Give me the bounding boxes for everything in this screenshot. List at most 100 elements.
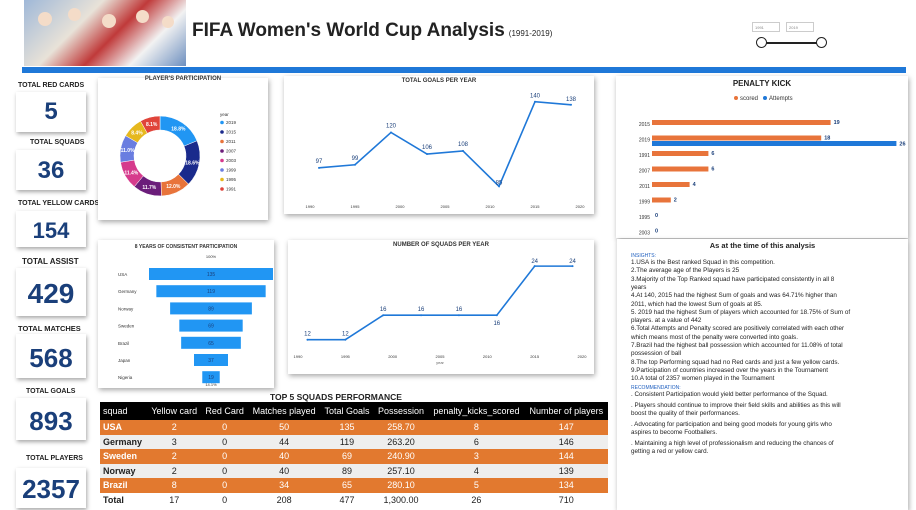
insights-heading: As at the time of this analysis (709, 241, 816, 250)
table-cell: 65 (320, 478, 374, 493)
data-label: 16 (418, 307, 425, 313)
donut-slice-label: 11.0% (121, 148, 135, 154)
slider-end-box[interactable]: 2019 (786, 22, 814, 32)
kpi-value-squads: 36 (37, 157, 65, 184)
table-header-4[interactable]: Total Goals (320, 402, 374, 420)
penalty-category-label: 2015 (639, 122, 650, 128)
donut-legend-item: 1995 (226, 177, 237, 182)
table-cell: Sweden (100, 449, 148, 464)
donut-legend-marker (220, 187, 224, 191)
data-label: 106 (422, 145, 433, 151)
data-label: 12 (342, 332, 349, 338)
line-point (426, 153, 428, 155)
penalty-scored-label: 6 (711, 151, 714, 157)
penalty-scored-label: 6 (711, 167, 714, 173)
table-cell: 0 (201, 463, 248, 478)
data-label: 99 (352, 156, 359, 162)
data-label: 138 (566, 97, 577, 103)
funnel-value-label: 69 (208, 324, 214, 330)
funnel-category-label: Germany (118, 289, 137, 294)
header-banner-image (24, 0, 186, 66)
donut-legend-marker (220, 158, 224, 163)
penalty-category-label: 1999 (639, 200, 650, 206)
line-point (354, 163, 356, 166)
recommendation-line: . Maintaining a high level of profession… (631, 440, 834, 448)
table-header-1[interactable]: Yellow card (147, 402, 202, 420)
table-cell: Total (100, 492, 148, 507)
table-cell: Norway (100, 463, 148, 478)
line-point (495, 314, 498, 317)
line-point (570, 103, 572, 106)
recommendation-line: . Consistent Participation would yield b… (631, 390, 828, 398)
data-label: 140 (530, 94, 541, 100)
slider-start-handle[interactable] (756, 37, 767, 48)
funnel-category-label: Sweden (118, 324, 135, 329)
kpi-label-matches: TOTAL MATCHES (18, 324, 81, 333)
recommendation-line: . Players should continue to improve the… (631, 401, 841, 409)
slider-track[interactable] (762, 42, 824, 44)
line-point (390, 131, 392, 134)
kpi-label-players: TOTAL PLAYERS (26, 455, 83, 462)
data-label: 16 (493, 321, 500, 327)
table-header-3[interactable]: Matches played (247, 402, 321, 420)
donut-slice-label: 18.6% (185, 160, 200, 166)
line-point (306, 338, 309, 341)
penalty-category-label: 2011 (639, 184, 650, 190)
table-cell: 710 (524, 492, 608, 507)
donut-slice-label: 12.0% (166, 184, 181, 190)
kpi-value-players: 2357 (22, 474, 80, 504)
insight-line: 4.At 140, 2015 had the highest Sum of go… (631, 292, 837, 300)
table-cell: 0 (201, 434, 248, 449)
donut-legend-item: 2019 (226, 120, 237, 125)
x-tick-label: 2015 (531, 204, 541, 209)
penalty-category-label: 2019 (639, 138, 650, 144)
table-cell: Brazil (100, 478, 148, 493)
insight-line: 2.The average age of the Players is 25 (631, 267, 740, 275)
penalty-bar-scored (652, 135, 822, 141)
table-header-6[interactable]: penalty_kicks_scored (428, 402, 525, 420)
x-tick-label: 1990 (306, 204, 316, 209)
funnel-bar (202, 371, 220, 384)
table-cell: 135 (320, 420, 374, 435)
table-cell: 240.90 (373, 449, 429, 464)
table-cell: 2 (147, 463, 202, 478)
kpi-card-squads: 36 (16, 150, 86, 190)
funnel-value-label: 119 (207, 289, 215, 295)
kpi-value-red-cards: 5 (44, 98, 58, 125)
table-cell: 258.70 (373, 420, 429, 435)
table-cell: 0 (201, 492, 248, 507)
funnel-value-label: 65 (208, 341, 214, 347)
insight-line: 7.Brazil had the highest ball possession… (631, 342, 843, 349)
insight-line: 3.Majority of the Top Ranked squad have … (631, 275, 835, 283)
table-row: Brazil 8 0 34 65 280.10 5 134 (100, 478, 608, 493)
data-label: 97 (316, 159, 323, 165)
line-point (571, 265, 574, 268)
year-range-slider[interactable]: 1991 2019 (752, 22, 838, 52)
table-cell: 8 (428, 420, 525, 435)
kpi-card-matches: 568 (16, 334, 86, 378)
header-divider (22, 67, 906, 73)
table-cell: 3 (147, 434, 202, 449)
donut-legend-marker (220, 168, 224, 172)
table-cell: 3 (428, 449, 525, 464)
table-cell: 4 (428, 463, 525, 478)
line-series (307, 265, 573, 341)
slider-start-box[interactable]: 1991 (752, 22, 780, 32)
penalty-scored-label: 19 (834, 120, 840, 126)
table-header-0[interactable]: squad (100, 402, 148, 420)
table-cell: 2 (147, 449, 202, 464)
table-header-5[interactable]: Possession (373, 402, 429, 420)
insight-line: 9.Participation of countries increased o… (631, 366, 828, 374)
squads-per-year-card: NUMBER OF SQUADS PER YEAR 1990 1995 2000 20… (288, 240, 594, 374)
funnel-category-label: Norway (118, 306, 134, 311)
slider-end-handle[interactable] (816, 37, 827, 48)
table-header-7[interactable]: Number of players (524, 402, 608, 420)
kpi-card-assist: 429 (16, 268, 86, 316)
table-row: Norway 2 0 40 89 257.10 4 139 (100, 463, 608, 478)
table-cell: 40 (247, 449, 321, 464)
penalty-bar-attempts (652, 141, 897, 146)
data-label: 85 (496, 180, 503, 186)
table-header-2[interactable]: Red Card (201, 402, 248, 420)
funnel-category-label: USA (118, 272, 127, 277)
table-cell: 1,300.00 (373, 492, 429, 507)
